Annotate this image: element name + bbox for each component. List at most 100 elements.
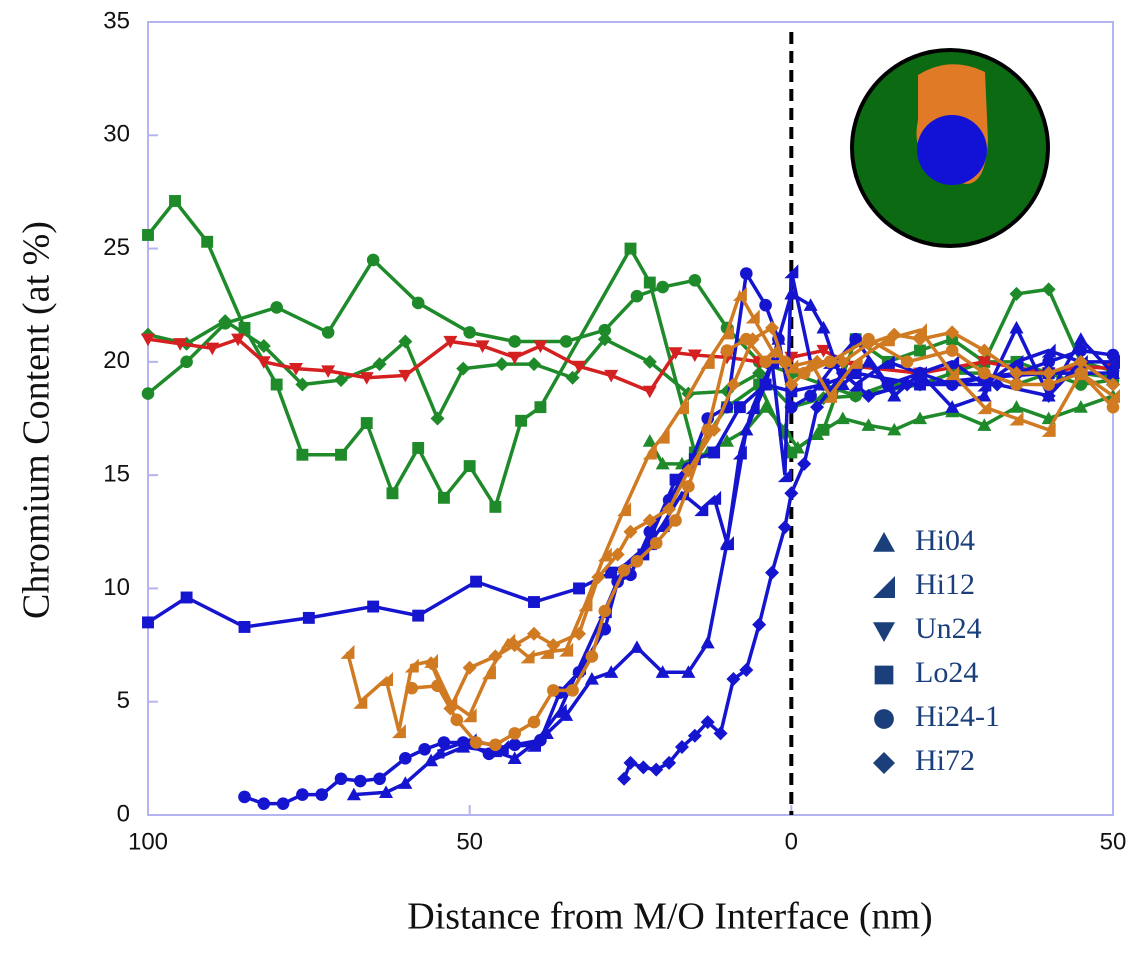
- data-point: [1009, 286, 1024, 301]
- data-point: [1042, 355, 1055, 369]
- data-point: [674, 740, 689, 755]
- data-point: [900, 377, 915, 392]
- data-point: [1042, 378, 1055, 391]
- data-point: [141, 387, 155, 400]
- data-point: [450, 713, 464, 727]
- data-point: [752, 366, 767, 381]
- data-point: [1009, 366, 1024, 381]
- data-point: [1106, 354, 1120, 369]
- data-point: [777, 468, 792, 483]
- data-point: [720, 434, 734, 447]
- data-point: [533, 340, 548, 353]
- data-point: [945, 325, 960, 340]
- data-point: [777, 520, 792, 535]
- y-tick-label: 30: [103, 121, 130, 148]
- data-point: [713, 726, 728, 741]
- series: [147, 287, 1114, 423]
- data-point: [1009, 411, 1024, 426]
- data-point: [642, 434, 657, 447]
- data-point: [534, 401, 547, 414]
- data-point: [405, 681, 419, 695]
- data-point: [913, 366, 927, 381]
- data-point: [508, 335, 521, 348]
- data-point: [360, 417, 373, 429]
- y-tick-label: 10: [103, 574, 130, 601]
- data-point: [321, 365, 336, 378]
- data-point: [887, 422, 902, 436]
- data-point: [708, 446, 721, 459]
- data-point: [700, 635, 715, 649]
- data-point: [527, 737, 541, 752]
- data-point: [508, 727, 521, 740]
- data-point: [585, 650, 599, 663]
- data-point: [391, 724, 406, 739]
- data-point: [700, 354, 715, 369]
- data-point: [649, 536, 663, 550]
- data-point: [340, 644, 355, 659]
- data-point: [655, 429, 670, 444]
- legend-label: Hi04: [915, 524, 975, 557]
- data-point: [412, 609, 425, 622]
- data-point: [443, 701, 458, 716]
- data-point: [720, 344, 734, 357]
- data-point: [643, 276, 656, 289]
- series-line: [147, 287, 1114, 423]
- data-point: [597, 547, 612, 562]
- data-point: [681, 665, 696, 678]
- data-point: [674, 400, 689, 415]
- data-point: [335, 448, 347, 461]
- data-point: [784, 264, 799, 279]
- data-point: [605, 566, 618, 579]
- data-point: [1041, 343, 1056, 358]
- data-point: [604, 369, 619, 383]
- data-point: [662, 755, 677, 770]
- data-point: [617, 564, 631, 577]
- data-point: [398, 776, 413, 789]
- legend-label: Lo24: [915, 656, 978, 689]
- data-point: [642, 445, 657, 460]
- data-point: [765, 320, 780, 335]
- data-point: [515, 414, 528, 427]
- data-point: [141, 333, 155, 347]
- data-point: [707, 422, 722, 437]
- data-point: [733, 401, 746, 414]
- data-point: [732, 445, 747, 460]
- data-point: [655, 665, 670, 678]
- data-point: [481, 665, 496, 680]
- data-point: [1041, 366, 1056, 381]
- series: [147, 337, 1114, 394]
- data-point: [552, 703, 567, 718]
- data-point: [745, 332, 760, 347]
- data-point: [977, 356, 992, 369]
- data-point: [539, 726, 554, 740]
- data-point: [547, 684, 560, 697]
- data-point: [1074, 366, 1088, 380]
- data-point: [759, 355, 772, 369]
- data-point: [507, 751, 522, 764]
- data-point: [430, 744, 445, 759]
- data-point: [726, 672, 741, 687]
- data-point: [694, 502, 709, 517]
- data-point: [256, 356, 271, 369]
- data-point: [643, 525, 657, 539]
- plot-frame: [147, 21, 1114, 816]
- y-tick-label: 35: [103, 7, 130, 34]
- data-point: [565, 370, 580, 385]
- legend-marker: [874, 709, 894, 729]
- data-point: [573, 582, 585, 595]
- data-point: [315, 788, 329, 801]
- y-tick-label: 5: [117, 687, 130, 714]
- data-point: [1009, 400, 1024, 413]
- data-point: [604, 665, 619, 678]
- data-point: [520, 649, 535, 664]
- data-point: [276, 797, 290, 810]
- data-point: [1106, 348, 1120, 362]
- data-point: [173, 338, 188, 351]
- data-point: [270, 378, 283, 391]
- data-point: [302, 611, 315, 624]
- x-tick-label: 0: [785, 828, 798, 855]
- data-point: [1041, 422, 1056, 437]
- data-point: [642, 385, 657, 399]
- data-point: [1106, 388, 1120, 403]
- data-point: [489, 738, 502, 752]
